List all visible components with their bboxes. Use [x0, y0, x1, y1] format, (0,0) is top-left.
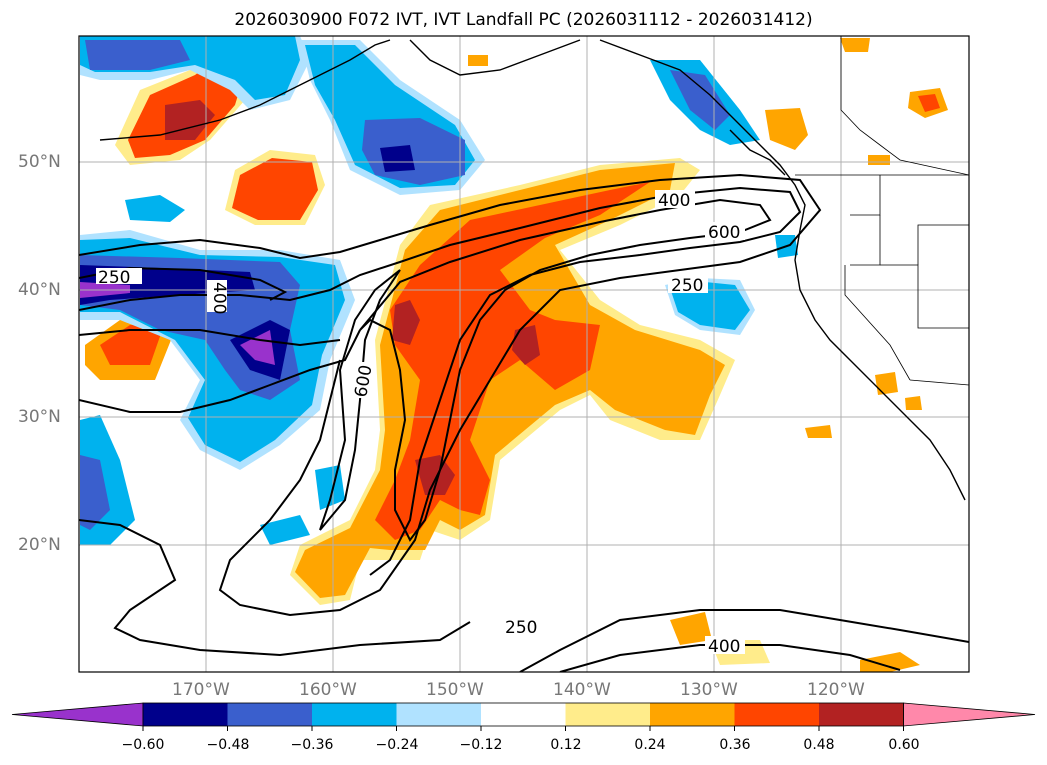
- contour-south: [79, 519, 471, 657]
- lat-label: 40°N: [18, 280, 61, 300]
- contour-600-inner: [319, 269, 401, 531]
- colorbar-tick-label: −0.12: [459, 737, 503, 753]
- colorbar-tick-label: 0.60: [888, 737, 920, 753]
- colorbar-tick-label: 0.48: [803, 737, 835, 753]
- small-negative-patch: [260, 515, 310, 545]
- contour-label: 600: [351, 363, 376, 398]
- lon-label: 120°W: [807, 680, 865, 700]
- positive-anomaly-core: [415, 455, 455, 495]
- lat-label: 30°N: [18, 407, 61, 427]
- small-positive-patch: [468, 55, 488, 66]
- colorbar-segment: [565, 703, 651, 726]
- colorbar-tick-label: 0.24: [634, 737, 666, 753]
- colorbar-extend-min: [11, 702, 144, 727]
- positive-anomaly-west: [100, 322, 165, 365]
- negative-anomaly-gulf-core: [380, 145, 415, 172]
- graticule: [79, 36, 969, 672]
- colorbar-segment: [312, 703, 397, 726]
- contour-labels: 400 600 250 400 600 250 250 400: [96, 190, 745, 657]
- lon-label: 150°W: [426, 680, 484, 700]
- small-positive-patch: [670, 612, 712, 645]
- lon-label: 130°W: [680, 680, 738, 700]
- colorbar-segment: [481, 703, 566, 726]
- contour-label: 400: [658, 191, 690, 211]
- small-positive-patch: [868, 155, 890, 165]
- lon-label: 140°W: [553, 680, 611, 700]
- small-negative-patch: [125, 195, 185, 222]
- small-positive-patch: [875, 372, 898, 395]
- negative-anomaly-north: [85, 40, 190, 70]
- positive-anomaly-core: [512, 325, 540, 365]
- contour-250-west: [79, 329, 341, 347]
- lat-label: 50°N: [18, 152, 61, 172]
- map-frame: [78, 35, 970, 673]
- lat-label: 20°N: [18, 535, 61, 555]
- colorbar: [11, 702, 1036, 731]
- colorbar-segment: [396, 703, 482, 726]
- small-positive-patch: [918, 94, 940, 112]
- contour-250-south: [519, 609, 969, 672]
- positive-anomaly-mid: [232, 158, 318, 220]
- contour-label: 250: [98, 268, 130, 288]
- negative-anomaly-alaska: [670, 70, 730, 130]
- colorbar-segment: [650, 703, 735, 726]
- small-positive-patch: [805, 425, 832, 438]
- shaded-field: [80, 36, 948, 672]
- negative-anomaly-east: [670, 282, 750, 330]
- small-positive-patch: [860, 652, 920, 672]
- colorbar-segment: [734, 703, 820, 726]
- contour-label: 400: [708, 637, 740, 657]
- small-positive-patch: [840, 38, 870, 52]
- colorbar-tick-label: 0.12: [550, 737, 582, 753]
- contour-label: 600: [708, 223, 740, 243]
- small-negative-patch: [315, 465, 345, 510]
- colorbar-frame: [142, 702, 904, 727]
- colorbar-tick-label: −0.48: [206, 737, 250, 753]
- colorbar-tick-label: 0.36: [719, 737, 751, 753]
- map-title: 2026030900 F072 IVT, IVT Landfall PC (20…: [234, 10, 813, 30]
- colorbar-segment: [819, 703, 904, 726]
- colorbar-segment: [143, 703, 228, 726]
- lon-label: 160°W: [299, 680, 357, 700]
- small-positive-patch: [765, 108, 808, 150]
- negative-anomaly-west-core: [240, 330, 275, 365]
- contour-400: [79, 186, 802, 576]
- contour-label: 400: [209, 282, 229, 314]
- colorbar-tick-label: −0.24: [375, 737, 419, 753]
- colorbar-tick-label: −0.36: [290, 737, 334, 753]
- negative-anomaly-sw: [80, 455, 110, 530]
- contour-600: [359, 198, 772, 542]
- colorbar-tick-label: −0.60: [121, 737, 165, 753]
- contour-400-west: [79, 329, 361, 413]
- colorbar-extend-max: [903, 702, 1036, 727]
- small-positive-patch: [905, 396, 922, 410]
- positive-anomaly-core: [392, 300, 420, 345]
- borders: [795, 36, 969, 386]
- contour-label: 250: [505, 618, 537, 638]
- contour-250-north: [79, 173, 822, 617]
- coastline: [99, 39, 966, 501]
- contour-label: 250: [671, 276, 703, 296]
- lon-label: 170°W: [172, 680, 230, 700]
- colorbar-segment: [227, 703, 313, 726]
